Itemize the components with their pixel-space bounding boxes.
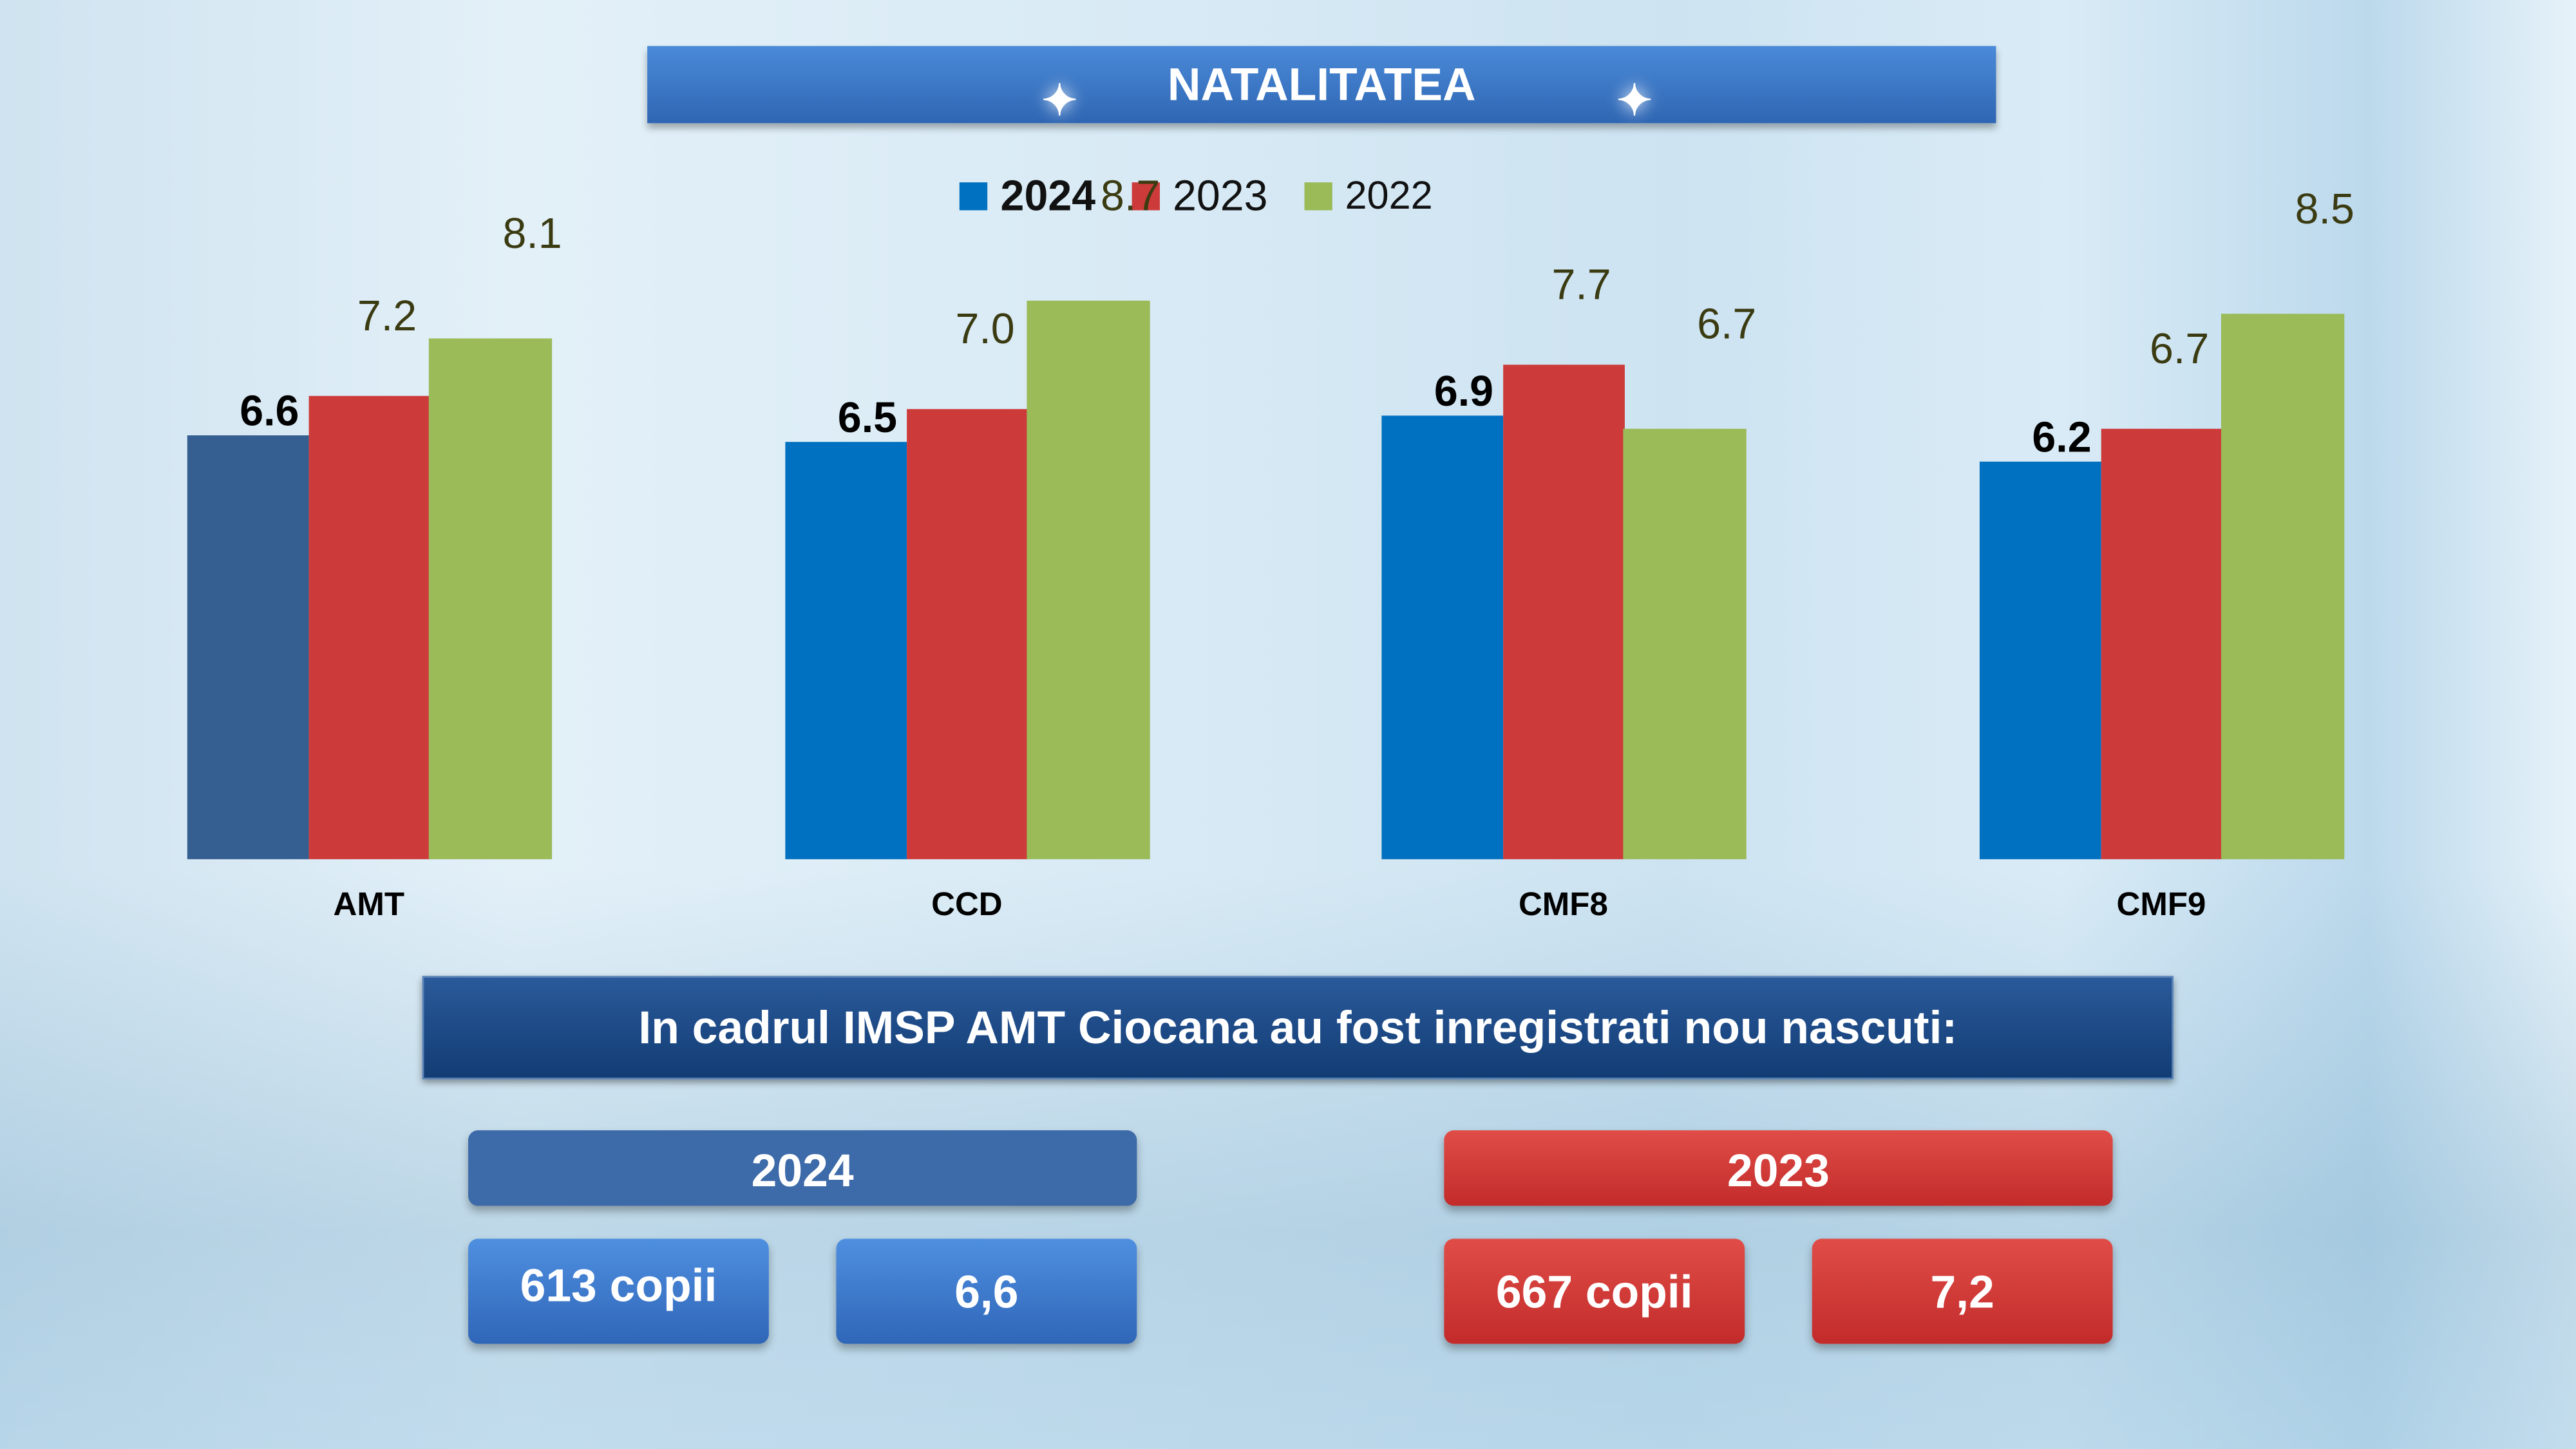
legend-label: 2022: [1345, 173, 1433, 218]
bar-CMF8-2024: [1381, 415, 1504, 860]
data-label: 7.2: [357, 291, 417, 341]
data-label: 6.9: [1434, 366, 1494, 416]
title: NATALITATEA: [1167, 59, 1476, 110]
category-label: CMF9: [2116, 887, 2206, 923]
sparkle-icon: ✦: [1041, 75, 1077, 125]
data-label: 7.0: [955, 304, 1015, 354]
data-label: 6.2: [2032, 412, 2092, 461]
legend-swatch-2022: [1303, 182, 1332, 211]
data-label: 6.7: [2150, 323, 2210, 374]
legend-swatch-2023: [1132, 182, 1160, 211]
bar-AMT-2023: [308, 396, 431, 860]
title-banner: ✦ NATALITATEA ✦: [647, 46, 1996, 125]
legend-label: 2024: [1000, 171, 1096, 220]
data-label: 8.5: [2295, 183, 2354, 233]
data-label: 6.5: [837, 392, 898, 442]
data-label: 8.1: [502, 209, 562, 259]
bar-CMF8-2023: [1502, 365, 1625, 860]
bar-CMF9-2023: [2100, 428, 2223, 860]
bar-AMT-2024: [187, 435, 310, 860]
sparkle-icon: ✦: [1616, 75, 1653, 125]
year-2024-header: 2024: [468, 1130, 1137, 1206]
year-2023-header: 2023: [1444, 1130, 2113, 1206]
bar-AMT-2022: [429, 339, 552, 860]
category-label: CMF8: [1518, 887, 1608, 923]
category-label: AMT: [333, 887, 405, 923]
count-2023: 667 copii: [1444, 1238, 1745, 1344]
bar-CMF8-2022: [1624, 428, 1746, 860]
legend-swatch-2024: [959, 182, 988, 211]
bar-CMF9-2022: [2221, 313, 2344, 860]
data-label: 7.7: [1551, 259, 1611, 309]
rate-2023: 7,2: [1812, 1238, 2113, 1344]
bar-CCD-2023: [906, 409, 1028, 860]
data-label: 6.7: [1697, 299, 1757, 348]
data-label: 8.7: [1101, 170, 1160, 220]
summary-heading: In cadrul IMSP AMT Ciocana au fost inreg…: [422, 976, 2174, 1080]
rate-2024: 6,6: [836, 1238, 1137, 1344]
legend-label: 2023: [1173, 171, 1268, 220]
data-label: 6.6: [240, 386, 299, 435]
category-label: CCD: [931, 887, 1003, 923]
bar-CCD-2022: [1027, 300, 1150, 860]
bar-CMF9-2024: [1979, 460, 2102, 860]
legend: 2024 2023 2022: [959, 171, 1433, 222]
count-2024: 613 copii: [468, 1238, 769, 1344]
bar-CCD-2024: [785, 441, 907, 860]
